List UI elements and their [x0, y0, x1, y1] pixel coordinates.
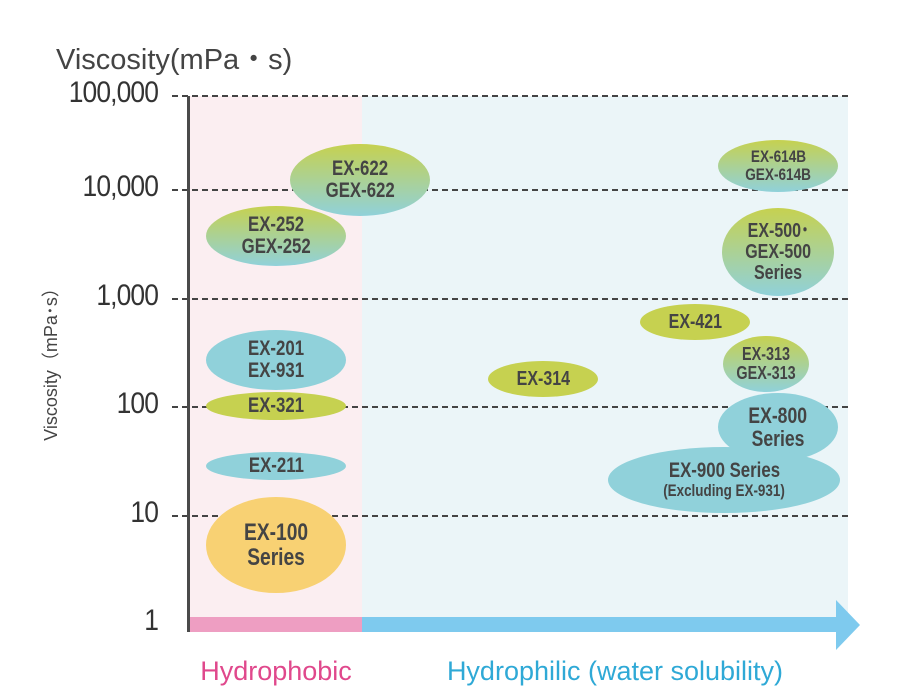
gridline — [172, 406, 848, 408]
product-label: EX-201 — [247, 336, 305, 360]
product-label: EX-100 — [243, 518, 309, 546]
arrow-head-icon — [836, 600, 860, 650]
product-label: (Excluding EX-931) — [663, 481, 785, 501]
y-tick-label: 1 — [144, 604, 159, 637]
gridline — [172, 298, 848, 300]
y-tick-label: 10,000 — [82, 170, 159, 203]
y-tick-label: 100,000 — [68, 76, 159, 109]
product-ellipse-ex100: EX-100 Series — [206, 497, 346, 593]
product-ellipse-ex900: EX-900 Series (Excluding EX-931) — [608, 447, 840, 513]
product-label: Series — [753, 261, 803, 284]
hydrophilic-bar — [362, 617, 840, 632]
product-label: EX-421 — [668, 310, 722, 333]
product-label: EX-313 — [741, 344, 791, 365]
product-label: GEX-622 — [325, 179, 395, 202]
product-ellipse-ex614b: EX-614B GEX-614B — [718, 140, 838, 192]
product-label: EX-211 — [248, 453, 304, 477]
product-label: GEX-252 — [241, 235, 311, 258]
product-label: EX-314 — [516, 367, 570, 390]
product-ellipse-ex800: EX-800 Series — [718, 393, 838, 461]
product-ellipse-ex314: EX-314 — [488, 361, 598, 397]
product-label: Series — [247, 544, 305, 571]
y-tick-label: 1,000 — [96, 279, 159, 312]
gridline — [172, 189, 848, 191]
hydrophobic-bar — [190, 617, 362, 632]
product-ellipse-ex421: EX-421 — [640, 304, 750, 340]
product-label: EX-800 — [748, 402, 808, 428]
product-label: EX-321 — [247, 393, 305, 417]
product-ellipse-ex211: EX-211 — [206, 452, 346, 480]
product-label: EX-614B — [750, 147, 806, 167]
hydrophobic-label: Hydrophobic — [200, 656, 352, 686]
hydrophilic-label: Hydrophilic (water solubility) — [446, 656, 784, 686]
product-label: EX-252 — [247, 212, 305, 236]
product-label: EX-500･ — [747, 219, 809, 242]
product-ellipse-ex313: EX-313 GEX-313 — [723, 336, 809, 392]
chart-title: Viscosity(mPa・s) — [56, 44, 293, 76]
product-ellipse-ex500: EX-500･ GEX-500 Series — [722, 208, 834, 296]
gridline — [172, 95, 848, 97]
product-label: GEX-500 — [745, 240, 811, 263]
y-tick-label: 10 — [130, 496, 158, 529]
product-label: GEX-614B — [745, 165, 811, 184]
product-label: Series — [751, 426, 805, 451]
y-tick-label: 100 — [116, 387, 159, 420]
product-ellipse-ex201: EX-201 EX-931 — [206, 330, 346, 390]
product-label: EX-900 Series — [668, 459, 780, 483]
y-axis-line — [187, 96, 190, 632]
product-ellipse-ex321: EX-321 — [206, 392, 346, 420]
gridline — [172, 515, 848, 517]
product-label: GEX-313 — [736, 363, 796, 383]
product-label: EX-931 — [247, 359, 305, 382]
product-ellipse-ex622: EX-622 GEX-622 — [290, 144, 430, 216]
product-label: EX-622 — [331, 156, 389, 180]
product-ellipse-ex252: EX-252 GEX-252 — [206, 206, 346, 266]
